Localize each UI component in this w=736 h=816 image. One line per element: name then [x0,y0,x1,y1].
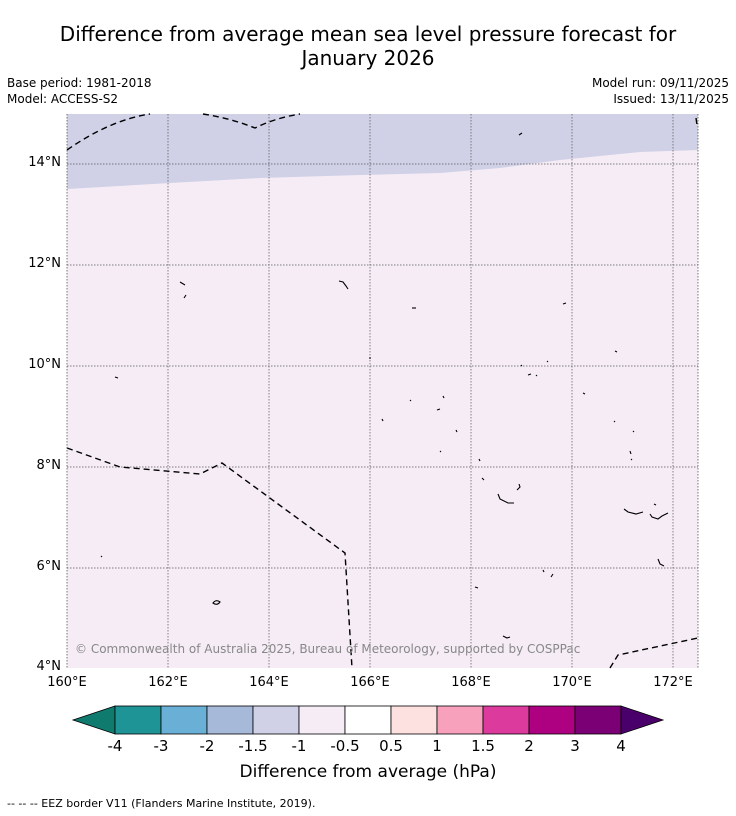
eez-footnote: -- -- -- EEZ border V11 (Flanders Marine… [7,797,316,810]
copyright-notice: © Commonwealth of Australia 2025, Bureau… [75,642,580,656]
map-frame [66,114,699,668]
colorbar-segment [574,705,622,735]
colorbar-segment [482,705,530,735]
title-line-1: Difference from average mean sea level p… [59,22,677,46]
meta-right: Model run: 09/11/2025 Issued: 13/11/2025 [592,75,729,107]
lon-label-162e: 162°E [148,675,188,690]
colorbar-segment [436,705,484,735]
lat-label-6n: 6°N [36,559,62,574]
colorbar-segment [298,705,346,735]
lat-label-8n: 8°N [36,458,62,473]
model-name: Model: ACCESS-S2 [7,92,119,106]
model-run: Model run: 09/11/2025 [591,76,729,90]
issued-date: Issued: 13/11/2025 [613,92,729,106]
colorbar-segment [252,705,300,735]
pressure-field-north-band [67,114,698,189]
cb-tick-m2: -2 [199,737,215,755]
gridlines [67,114,698,668]
lon-label-168e: 168°E [451,675,491,690]
lon-label-164e: 164°E [249,675,289,690]
lon-label-166e: 166°E [350,675,390,690]
colorbar-segment [344,705,392,735]
map-panel: © Commonwealth of Australia 2025, Bureau… [66,113,699,669]
cb-tick-m4: -4 [107,737,123,755]
lat-label-10n: 10°N [28,357,61,372]
cb-tick-3: 3 [570,737,580,755]
cb-tick-4: 4 [616,737,626,755]
lat-label-12n: 12°N [28,256,61,271]
meta-left: Base period: 1981-2018 Model: ACCESS-S2 [7,75,152,107]
lon-label-172e: 172°E [653,675,693,690]
colorbar-title: Difference from average (hPa) [239,762,497,782]
cb-tick-m0-5: -0.5 [330,737,360,755]
lon-label-170e: 170°E [552,675,592,690]
colorbar-segment [206,705,254,735]
cb-tick-1-5: 1.5 [471,737,495,755]
cb-tick-2: 2 [524,737,534,755]
colorbar-arrow-high [620,705,665,735]
colorbar-segment [390,705,438,735]
colorbar-segment [528,705,576,735]
cb-tick-1: 1 [432,737,442,755]
colorbar-segment [160,705,208,735]
map-title: Difference from average mean sea level p… [0,22,736,70]
colorbar-arrow-low [71,705,116,735]
cb-tick-m1: -1 [291,737,307,755]
cb-tick-0-5: 0.5 [379,737,403,755]
lon-label-160e: 160°E [47,675,87,690]
colorbar [71,705,665,735]
colorbar-segment [114,705,162,735]
cb-tick-m3: -3 [153,737,169,755]
title-line-2: January 2026 [301,46,435,70]
eez-borders [66,113,699,669]
pressure-field-main [67,114,698,668]
cb-tick-m1-5: -1.5 [238,737,268,755]
islands [100,132,669,639]
lat-label-14n: 14°N [28,155,61,170]
lat-label-4n: 4°N [36,659,62,674]
base-period: Base period: 1981-2018 [7,76,152,90]
